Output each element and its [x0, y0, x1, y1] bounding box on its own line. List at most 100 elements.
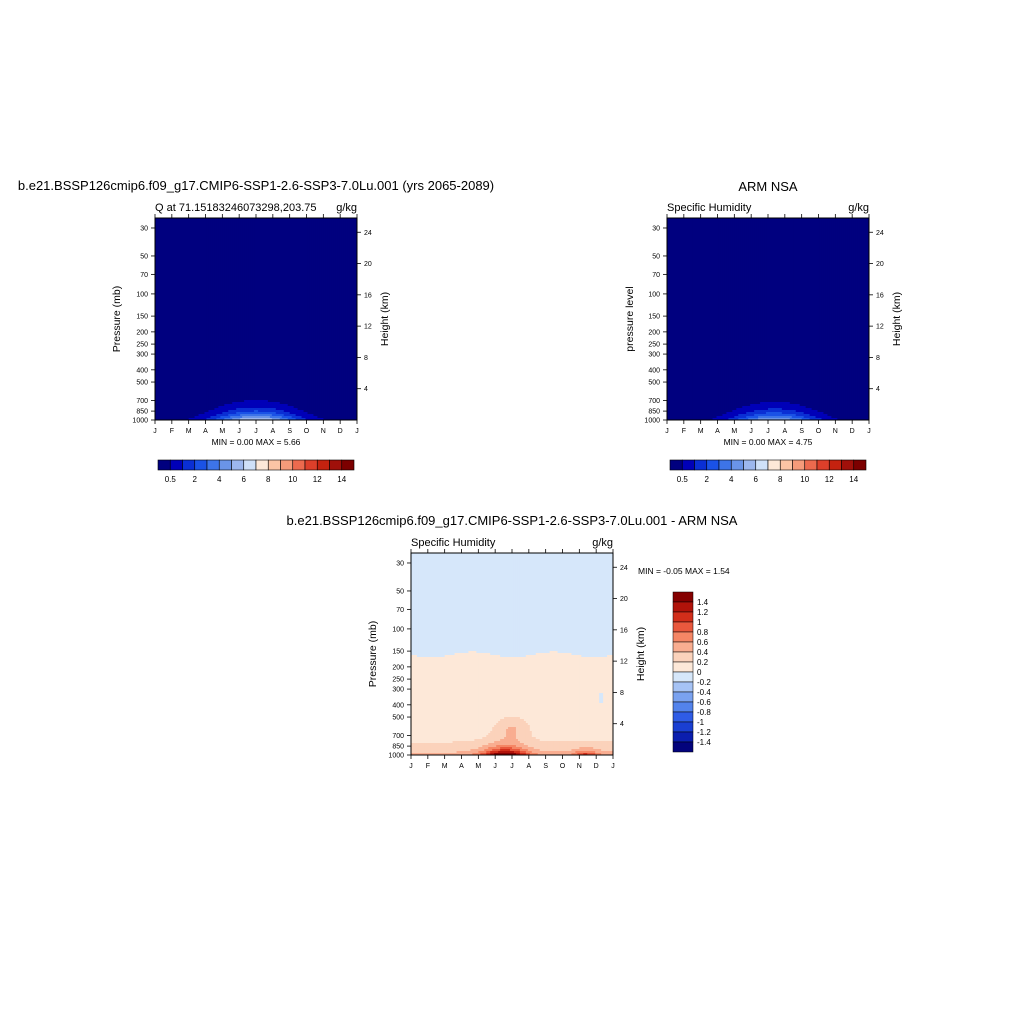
- field-cell: [176, 290, 180, 293]
- field-cell: [301, 252, 305, 255]
- field-cell: [323, 298, 326, 301]
- field-cell: [208, 314, 211, 317]
- field-cell: [277, 296, 281, 299]
- field-cell: [267, 254, 271, 257]
- field-cell: [196, 300, 200, 303]
- field-cell: [293, 238, 297, 241]
- field-cell: [222, 308, 225, 311]
- field-cell: [182, 270, 186, 273]
- field-cell: [265, 276, 269, 279]
- field-cell: [335, 252, 338, 255]
- field-cell: [327, 310, 330, 313]
- field-cell: [202, 246, 206, 249]
- field-cell: [267, 260, 271, 263]
- field-cell: [240, 314, 243, 317]
- field-cell: [303, 256, 307, 259]
- field-cell: [305, 314, 308, 317]
- field-cell: [345, 218, 348, 221]
- field-cell: [339, 304, 342, 307]
- field-cell: [261, 280, 265, 283]
- field-cell: [333, 266, 336, 269]
- field-cell: [345, 298, 348, 301]
- field-cell: [259, 292, 263, 295]
- field-cell: [196, 296, 200, 299]
- field-cell: [174, 292, 178, 295]
- field-cell: [228, 280, 231, 283]
- field-cell: [170, 284, 174, 287]
- field-cell: [168, 304, 172, 307]
- field-cell: [196, 290, 200, 293]
- field-cell: [248, 260, 251, 263]
- field-cell: [252, 270, 255, 273]
- field-cell: [329, 246, 332, 249]
- field-cell: [325, 252, 328, 255]
- field-cell: [259, 314, 263, 317]
- field-cell: [315, 288, 318, 291]
- field-cell: [283, 306, 287, 309]
- field-cell: [257, 220, 261, 223]
- field-cell: [168, 228, 172, 231]
- field-cell: [192, 290, 196, 293]
- field-cell: [261, 236, 265, 239]
- field-cell: [232, 236, 235, 239]
- field-cell: [234, 308, 237, 311]
- field-cell: [257, 280, 261, 283]
- field-cell: [341, 312, 344, 315]
- field-cell: [212, 314, 215, 317]
- field-cell: [198, 236, 202, 239]
- field-cell: [269, 268, 273, 271]
- field-cell: [208, 296, 211, 299]
- field-cell: [329, 250, 332, 253]
- field-cell: [281, 246, 285, 249]
- field-cell: [192, 284, 196, 287]
- field-cell: [325, 230, 328, 233]
- field-cell: [182, 266, 186, 269]
- field-cell: [250, 256, 253, 259]
- field-cell: [313, 274, 316, 277]
- field-cell: [323, 264, 326, 267]
- field-cell: [155, 272, 158, 275]
- field-cell: [202, 262, 206, 265]
- field-cell: [261, 250, 265, 253]
- field-cell: [289, 266, 293, 269]
- field-cell: [176, 230, 180, 233]
- field-cell: [252, 274, 255, 277]
- field-cell: [198, 292, 202, 295]
- field-cell: [174, 300, 178, 303]
- field-cell: [156, 288, 160, 291]
- field-cell: [188, 256, 192, 259]
- field-cell: [269, 278, 273, 281]
- field-cell: [299, 226, 303, 229]
- field-cell: [347, 224, 350, 227]
- field-cell: [208, 242, 211, 245]
- field-cell: [319, 250, 322, 253]
- field-cell: [158, 296, 162, 299]
- field-cell: [158, 220, 162, 223]
- field-cell: [228, 258, 231, 261]
- field-cell: [289, 306, 293, 309]
- field-cell: [222, 288, 225, 291]
- field-cell: [222, 238, 225, 241]
- field-cell: [333, 278, 336, 281]
- field-cell: [252, 294, 255, 297]
- field-cell: [174, 234, 178, 237]
- field-cell: [246, 314, 249, 317]
- field-cell: [353, 300, 356, 303]
- field-cell: [236, 310, 239, 313]
- field-cell: [246, 256, 249, 259]
- field-cell: [204, 300, 207, 303]
- field-cell: [188, 284, 192, 287]
- field-cell: [277, 294, 281, 297]
- field-cell: [226, 290, 229, 293]
- field-cell: [194, 220, 198, 223]
- field-cell: [339, 218, 342, 221]
- field-cell: [188, 292, 192, 295]
- field-cell: [188, 264, 192, 267]
- field-cell: [210, 226, 213, 229]
- field-cell: [214, 294, 217, 297]
- field-cell: [166, 228, 170, 231]
- field-cell: [259, 232, 263, 235]
- field-cell: [305, 234, 308, 237]
- field-cell: [335, 302, 338, 305]
- field-cell: [343, 294, 346, 297]
